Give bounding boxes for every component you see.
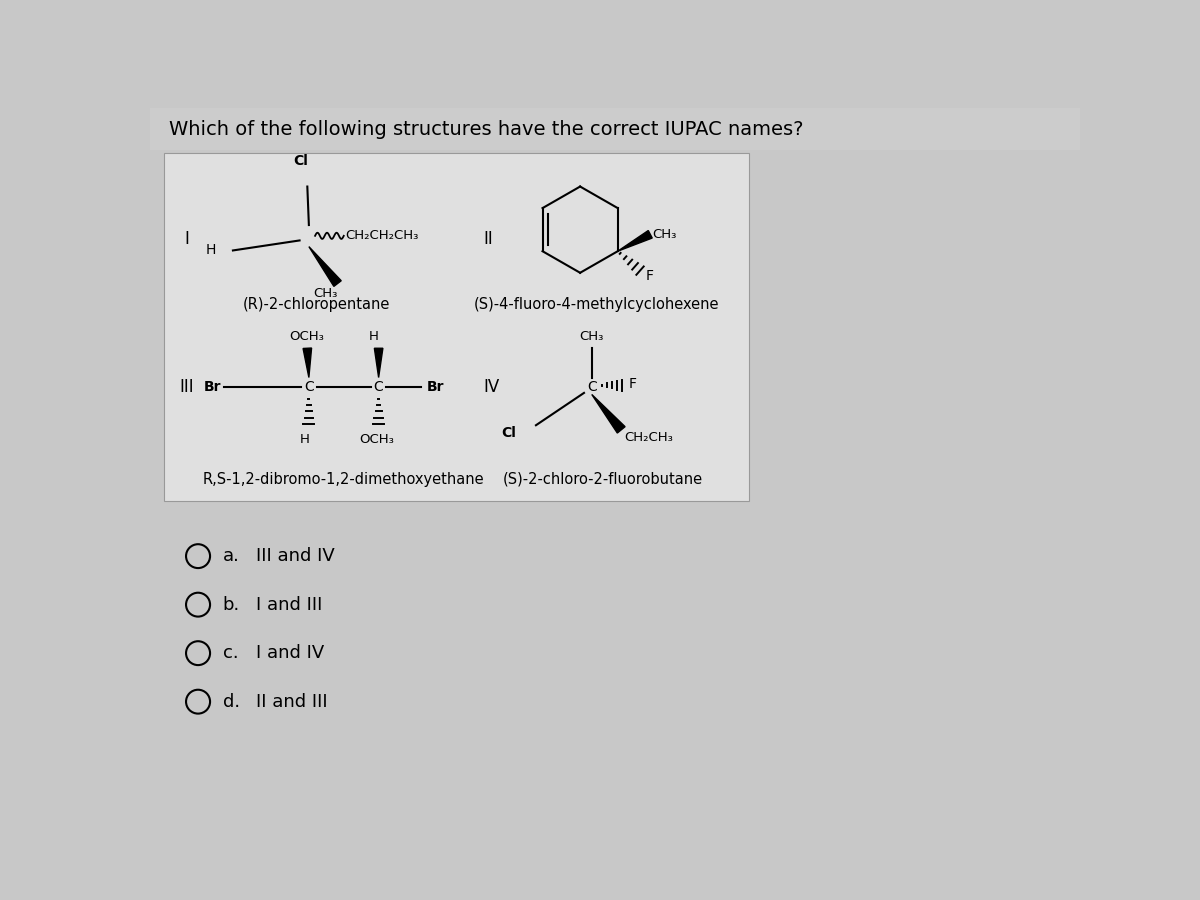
Text: d.: d.: [223, 693, 240, 711]
Text: I and III: I and III: [256, 596, 323, 614]
Text: H: H: [370, 330, 379, 343]
Text: III and IV: III and IV: [256, 547, 335, 565]
Text: II: II: [484, 230, 493, 248]
Text: OCH₃: OCH₃: [289, 330, 324, 343]
Text: R,S-1,2-dibromo-1,2-dimethoxyethane: R,S-1,2-dibromo-1,2-dimethoxyethane: [203, 472, 485, 487]
Text: b.: b.: [223, 596, 240, 614]
Text: (S)-2-chloro-2-fluorobutane: (S)-2-chloro-2-fluorobutane: [503, 472, 703, 487]
Text: (R)-2-chloropentane: (R)-2-chloropentane: [242, 297, 390, 312]
Polygon shape: [618, 230, 653, 251]
Text: CH₂CH₃: CH₂CH₃: [624, 431, 673, 445]
Text: F: F: [629, 377, 637, 391]
Text: CH₃: CH₃: [313, 286, 337, 300]
Text: F: F: [646, 269, 654, 283]
Text: c.: c.: [223, 644, 239, 662]
Text: Br: Br: [427, 380, 444, 393]
Polygon shape: [592, 394, 625, 433]
Text: H: H: [299, 433, 310, 446]
Text: Which of the following structures have the correct IUPAC names?: Which of the following structures have t…: [169, 120, 804, 140]
Text: II and III: II and III: [256, 693, 328, 711]
Text: (S)-4-fluoro-4-methylcyclohexene: (S)-4-fluoro-4-methylcyclohexene: [474, 297, 720, 312]
Text: I: I: [185, 230, 190, 248]
Text: OCH₃: OCH₃: [359, 433, 394, 446]
Text: Cl: Cl: [294, 154, 308, 168]
Text: I and IV: I and IV: [256, 644, 324, 662]
Text: CH₃: CH₃: [652, 228, 676, 241]
Polygon shape: [304, 348, 312, 377]
FancyBboxPatch shape: [150, 108, 1080, 150]
Text: Cl: Cl: [500, 426, 516, 440]
Text: a.: a.: [223, 547, 240, 565]
Polygon shape: [308, 247, 341, 286]
Text: Br: Br: [204, 380, 221, 393]
Text: CH₂CH₂CH₃: CH₂CH₂CH₃: [346, 230, 419, 242]
Text: C: C: [587, 380, 596, 393]
Text: CH₃: CH₃: [580, 330, 604, 343]
Text: IV: IV: [484, 378, 499, 396]
Polygon shape: [374, 348, 383, 377]
Text: III: III: [180, 378, 194, 396]
FancyBboxPatch shape: [164, 153, 749, 500]
Text: C: C: [304, 380, 313, 393]
Text: C: C: [373, 380, 384, 393]
Text: H: H: [205, 243, 216, 257]
